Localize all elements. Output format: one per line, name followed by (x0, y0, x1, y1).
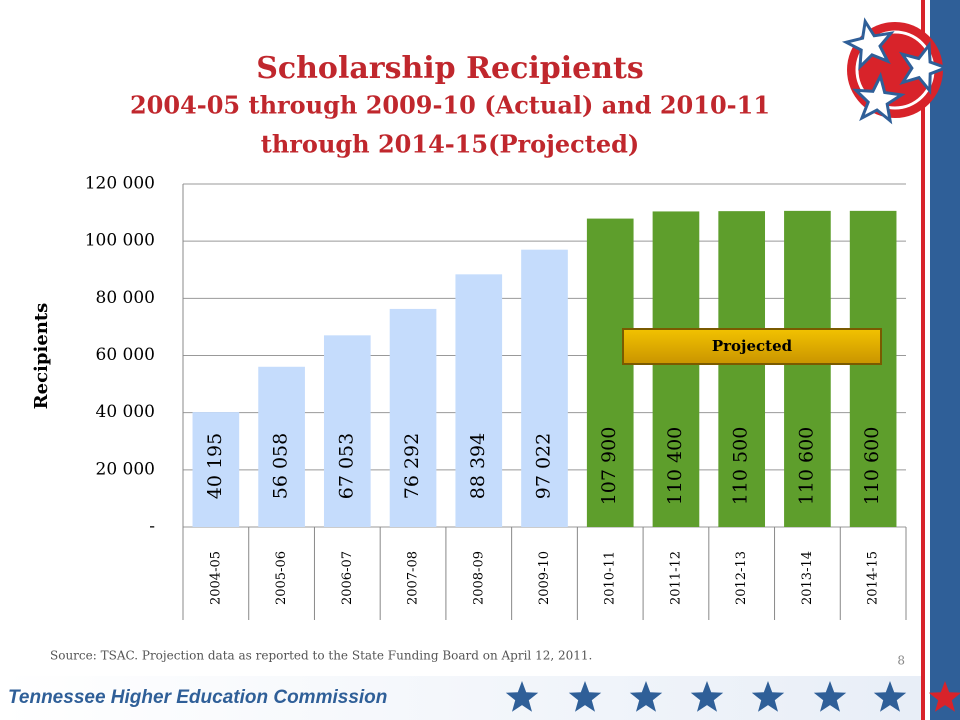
logo-star (841, 17, 895, 71)
bar (192, 412, 240, 527)
side-stripe (921, 0, 925, 720)
y-tick-label: 80 000 (96, 288, 155, 308)
plot: - 20 000 40 000 60 000 80 000 100 000 120 000 2… (85, 174, 907, 620)
bar (718, 211, 766, 527)
bar (784, 210, 831, 527)
logo-star (898, 41, 951, 95)
x-tick-label: 2008-09 (471, 551, 486, 605)
data-label: 110 500 (730, 427, 752, 506)
annotation: Projected (712, 337, 793, 355)
data-label: 110 400 (664, 427, 686, 506)
footer-star (629, 681, 663, 712)
y-tick-label: 60 000 (96, 345, 155, 365)
bar (652, 211, 700, 527)
footer-text: Tennessee Higher Education Commission (8, 687, 387, 708)
data-label: 88 394 (467, 433, 489, 499)
bar (849, 210, 897, 527)
footer-star (873, 681, 907, 712)
footer-star (568, 681, 602, 712)
x-tick-label: 2010-11 (603, 551, 618, 605)
x-tick-label: 2014-15 (866, 551, 881, 605)
bar (258, 366, 305, 527)
x-tick-label: 2011-12 (668, 551, 683, 605)
footer-star (690, 681, 724, 712)
chart-subtitle: 2004-05 through 2009-10 (Actual) and 201… (130, 91, 770, 120)
footer-star (813, 681, 847, 712)
page-number: 8 (897, 654, 905, 668)
bar (586, 218, 634, 528)
chart-subtitle: through 2014-15(Projected) (261, 130, 640, 159)
x-tick-label: 2013-14 (800, 551, 815, 605)
bar (521, 249, 568, 528)
y-tick-label: - (149, 517, 155, 537)
data-label: 76 292 (401, 433, 423, 499)
projected-box: Projected (622, 328, 882, 365)
y-tick-label: 100 000 (85, 231, 155, 251)
data-label: 97 022 (533, 433, 555, 499)
x-tick-label: 2004-05 (208, 551, 223, 605)
footer-star (505, 681, 539, 712)
x-tick-label: 2012-13 (734, 551, 749, 605)
data-label: 67 053 (335, 433, 357, 499)
y-tick-label: 20 000 (96, 459, 155, 479)
y-tick-label: 120 000 (85, 174, 155, 194)
chart-title: Scholarship Recipients (256, 51, 644, 86)
footer-star (751, 681, 785, 712)
decorations (505, 17, 960, 712)
x-tick-label: 2006-07 (340, 551, 355, 605)
source-note: Source: TSAC. Projection data as reporte… (50, 649, 592, 663)
bar (323, 335, 371, 527)
footer-star (928, 681, 960, 712)
data-label: 107 900 (598, 427, 620, 506)
x-tick-label: 2007-08 (406, 551, 421, 605)
logo-star (852, 71, 906, 125)
annotation-box (622, 328, 882, 365)
data-label: 110 600 (861, 427, 883, 506)
bar (455, 274, 503, 527)
data-label: 56 058 (270, 433, 292, 499)
y-tick-label: 40 000 (96, 402, 155, 422)
bar (389, 308, 437, 527)
data-label: 40 195 (204, 433, 226, 499)
y-axis-label: Recipients (31, 303, 52, 410)
data-label: 110 600 (795, 427, 817, 506)
side-band (930, 0, 960, 720)
x-tick-label: 2005-06 (274, 551, 289, 605)
x-tick-label: 2009-10 (537, 551, 552, 605)
